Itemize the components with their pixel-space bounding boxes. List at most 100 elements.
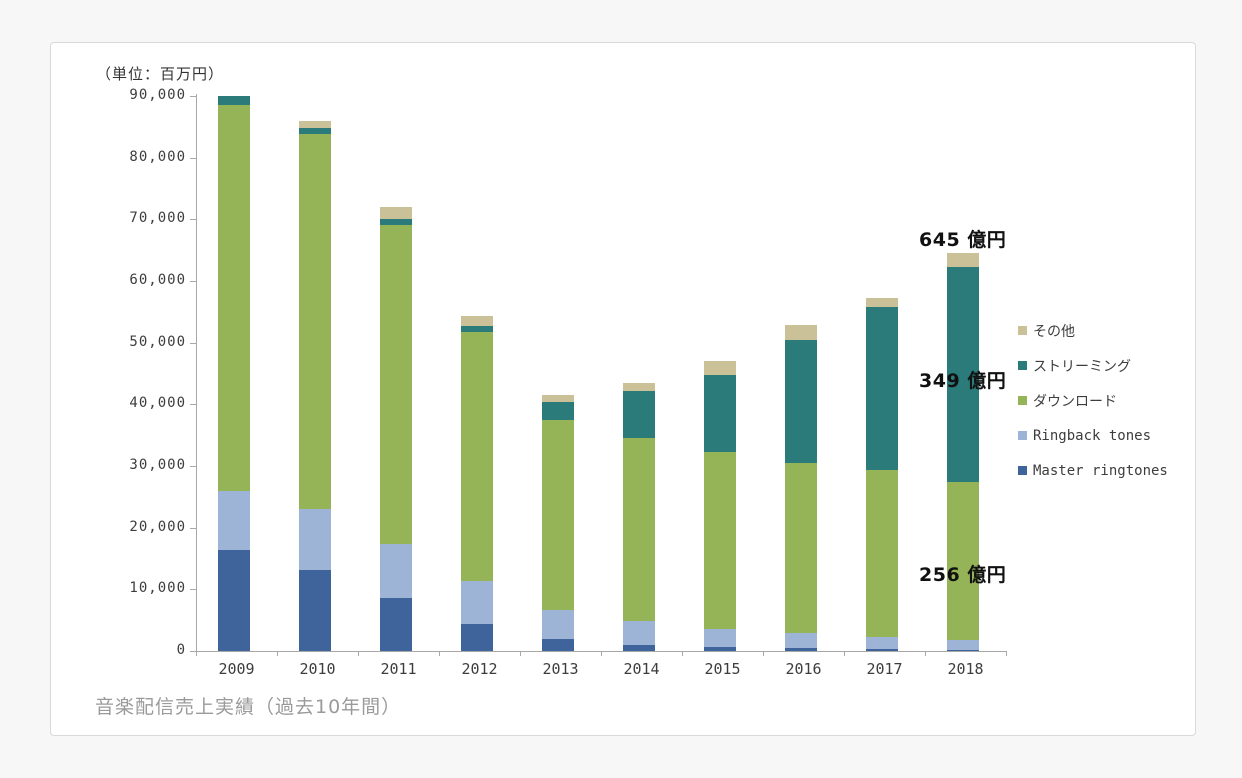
x-axis-tick <box>682 652 683 656</box>
legend-item-ダウンロード: ダウンロード <box>1018 383 1228 418</box>
bar-segment-2011-ストリーミング <box>380 218 412 225</box>
bar-segment-2017-その他 <box>866 298 898 307</box>
bar-segment-2017-Master ringtones <box>866 649 898 651</box>
bar-segment-2015-ストリーミング <box>704 375 736 452</box>
annotation-1: 645 億円 <box>919 229 1007 251</box>
y-axis-label: 80,000 <box>129 148 186 165</box>
bar-segment-2018-その他 <box>947 253 979 267</box>
bar-2010 <box>299 120 331 651</box>
y-axis-label: 70,000 <box>129 210 186 227</box>
bar-segment-2017-ストリーミング <box>866 306 898 470</box>
bar-segment-2018-ダウンロード <box>947 482 979 640</box>
bar-segment-2010-Ringback tones <box>299 508 331 571</box>
bar-segment-2013-ダウンロード <box>542 420 574 611</box>
legend-swatch-icon <box>1018 361 1027 370</box>
bar-2014 <box>623 383 655 651</box>
x-axis-tick <box>925 652 926 656</box>
y-axis-tick <box>190 157 196 159</box>
bar-segment-2017-Ringback tones <box>866 636 898 650</box>
legend: その他ストリーミング ダウンロード Ringback tones Master rin… <box>1018 313 1228 488</box>
chart-caption: 音楽配信売上実績（過去10年間） <box>95 696 402 718</box>
bar-segment-2014-Master ringtones <box>623 644 655 651</box>
bar-segment-2013-Ringback tones <box>542 610 574 640</box>
x-axis-tick <box>1006 652 1007 656</box>
legend-label: その他 <box>1033 323 1075 340</box>
x-axis-label-2016: 2016 <box>785 660 822 678</box>
bar-segment-2010-ストリーミング <box>299 128 331 135</box>
legend-swatch-icon <box>1018 431 1027 440</box>
legend-label: ダウンロード <box>1033 393 1117 410</box>
bar-segment-2009-ダウンロード <box>218 105 250 491</box>
bar-segment-2018-Ringback tones <box>947 639 979 650</box>
y-axis-tick <box>190 404 196 406</box>
bar-segment-2014-ダウンロード <box>623 438 655 621</box>
x-axis-tick <box>277 652 278 656</box>
bar-2016 <box>785 324 817 651</box>
bar-segment-2010-Master ringtones <box>299 570 331 651</box>
bar-segment-2012-ダウンロード <box>461 331 493 582</box>
y-axis-tick <box>190 466 196 467</box>
y-axis-tick <box>190 527 196 529</box>
y-axis-tick <box>190 281 196 282</box>
x-axis-tick <box>601 652 602 656</box>
y-axis-tick <box>190 96 196 97</box>
bar-segment-2016-その他 <box>785 324 817 340</box>
bar-segment-2014-その他 <box>623 383 655 391</box>
legend-item-Ringback tones: Ringback tones <box>1018 418 1228 453</box>
bar-segment-2016-ダウンロード <box>785 462 817 634</box>
x-axis-tick <box>358 652 359 656</box>
annotation-2: 349 億円 <box>919 370 1007 392</box>
bar-segment-2012-その他 <box>461 316 493 327</box>
bar-segment-2012-ストリーミング <box>461 326 493 332</box>
x-axis <box>190 651 1007 652</box>
x-axis-label-2011: 2011 <box>380 660 417 678</box>
bar-segment-2010-ダウンロード <box>299 134 331 509</box>
bar-2018 <box>947 253 979 651</box>
x-axis-label-2017: 2017 <box>866 660 903 678</box>
bar-segment-2014-Ringback tones <box>623 620 655 645</box>
bar-segment-2018-Master ringtones <box>947 649 979 651</box>
x-axis-label-2012: 2012 <box>461 660 498 678</box>
x-axis-label-2009: 2009 <box>218 660 255 678</box>
y-axis-tick <box>190 589 196 591</box>
bar-segment-2016-ストリーミング <box>785 339 817 463</box>
legend-label: Ringback tones <box>1033 427 1152 444</box>
y-axis-tick <box>190 342 196 344</box>
bar-segment-2015-その他 <box>704 360 736 376</box>
y-axis-label: 30,000 <box>129 457 186 473</box>
legend-swatch-icon <box>1018 396 1027 405</box>
bar-segment-2011-その他 <box>380 207 412 219</box>
legend-item-その他: その他 <box>1018 313 1228 348</box>
y-axis-label: 10,000 <box>129 580 186 597</box>
legend-swatch-icon <box>1018 326 1027 335</box>
bar-2015 <box>704 360 736 651</box>
bar-segment-2018-ストリーミング <box>947 266 979 483</box>
x-axis-tick <box>763 652 764 656</box>
bar-segment-2015-Master ringtones <box>704 646 736 651</box>
bar-segment-2013-ストリーミング <box>542 401 574 421</box>
x-axis-label-2013: 2013 <box>542 660 579 678</box>
bar-segment-2009-Ringback tones <box>218 490 250 551</box>
bar-segment-2013-Master ringtones <box>542 639 574 651</box>
bar-segment-2011-Ringback tones <box>380 544 412 598</box>
y-axis <box>196 94 197 651</box>
legend-item-Master ringtones: Master ringtones <box>1018 453 1228 488</box>
x-axis-label-2018: 2018 <box>947 660 984 678</box>
y-axis-label: 40,000 <box>129 395 186 412</box>
y-axis-tick <box>190 219 196 221</box>
bar-segment-2016-Master ringtones <box>785 647 817 651</box>
legend-swatch-icon <box>1018 466 1027 475</box>
legend-item-ストリーミング: ストリーミング <box>1018 348 1228 383</box>
y-axis-label: 60,000 <box>129 272 186 288</box>
legend-label: ストリーミング <box>1033 358 1131 375</box>
bar-segment-2012-Ringback tones <box>461 581 493 624</box>
bar-segment-2013-その他 <box>542 394 574 402</box>
y-axis-label: 50,000 <box>129 333 186 350</box>
bar-segment-2011-Master ringtones <box>380 597 412 651</box>
bar-segment-2012-Master ringtones <box>461 623 493 651</box>
x-axis-label-2015: 2015 <box>704 660 741 678</box>
x-axis-tick <box>196 652 197 656</box>
bar-2013 <box>542 394 574 651</box>
y-axis-label: 0 <box>176 642 186 658</box>
x-axis-tick <box>439 652 440 656</box>
